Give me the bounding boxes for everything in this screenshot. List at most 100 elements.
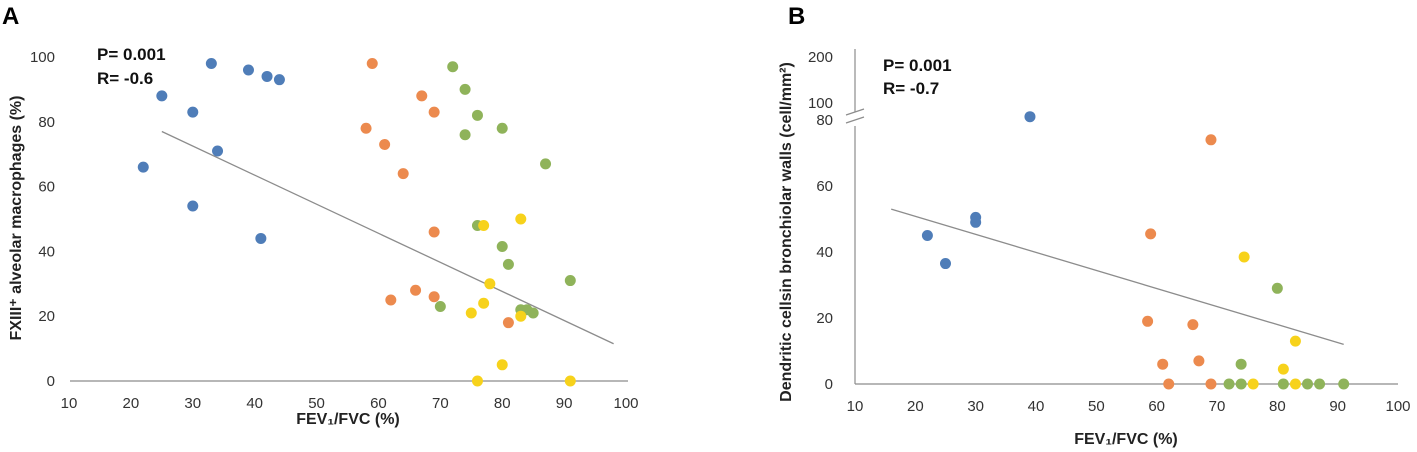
panel-b-trendline (891, 208, 1344, 346)
x-tick-label: 70 (432, 395, 449, 412)
x-tick-label: 100 (1385, 398, 1410, 415)
data-point-orange (360, 122, 372, 134)
panel-a-letter: A (2, 3, 19, 30)
data-point-green (459, 83, 471, 95)
y-tick-label: 0 (47, 373, 55, 390)
data-point-orange (428, 106, 440, 118)
panel-b-axis-break-top (845, 108, 865, 116)
data-point-orange (1205, 378, 1217, 390)
data-point-yellow (471, 375, 483, 387)
panel-b-r-value: R= -0.7 (883, 79, 939, 98)
y-tick-label: 40 (816, 244, 833, 261)
data-point-green (1338, 378, 1350, 390)
x-tick-label: 20 (123, 395, 140, 412)
panel-a-x-label: FEV₁/FVC (%) (296, 411, 400, 428)
data-point-green (1223, 378, 1235, 390)
data-point-yellow (478, 297, 490, 309)
data-point-green (434, 300, 446, 312)
x-tick-label: 80 (494, 395, 511, 412)
data-point-orange (502, 317, 514, 329)
y-tick-label: 100 (30, 49, 55, 66)
data-point-green (471, 109, 483, 121)
panel-b-y-ticks: 0 20 40 60 80 (816, 112, 833, 393)
data-point-orange (1142, 315, 1154, 327)
data-point-yellow (465, 307, 477, 319)
data-point-orange (366, 57, 378, 69)
data-point-green (496, 122, 508, 134)
data-point-blue (205, 57, 217, 69)
x-tick-label: 70 (1209, 398, 1226, 415)
panel-a-y-label: FXIII⁺ alveolar macrophages (%) (8, 96, 25, 341)
panel-b-x-label: FEV₁/FVC (%) (1074, 431, 1178, 448)
x-tick-label: 30 (184, 395, 201, 412)
y-tick-label: 40 (38, 243, 55, 260)
panel-a-points (137, 57, 576, 387)
panel-b-letter: B (788, 3, 805, 30)
x-tick-label: 20 (907, 398, 924, 415)
data-point-blue (940, 258, 951, 270)
data-point-green (1277, 378, 1289, 390)
y-tick-label: 20 (816, 310, 833, 327)
panel-b-axis-break-bottom (845, 116, 865, 124)
data-point-blue (187, 200, 199, 212)
x-tick-label: 50 (308, 395, 325, 412)
panel-b-y-break-tick: 100 (808, 95, 833, 112)
data-point-blue (255, 232, 267, 244)
data-point-orange (385, 294, 397, 306)
panel-a-r-value: R= -0.6 (97, 69, 153, 88)
data-point-orange (428, 226, 440, 238)
data-point-blue (261, 70, 273, 82)
data-point-yellow (1238, 251, 1250, 263)
data-point-blue (970, 216, 982, 228)
panel-a-x-ticks: 10 20 30 40 50 60 70 80 90 100 (61, 395, 639, 412)
x-tick-label: 50 (1088, 398, 1105, 415)
panel-b-x-ticks: 10 20 30 40 50 60 70 80 90 100 (847, 398, 1411, 415)
data-point-blue (156, 90, 168, 102)
panel-b: B FEV₁/FVC (%) Dendritic cellsin bronchi… (778, 3, 1411, 448)
x-tick-label: 90 (1329, 398, 1346, 415)
data-point-blue (137, 161, 149, 173)
data-point-green (564, 275, 576, 287)
x-tick-label: 30 (967, 398, 984, 415)
data-point-orange (428, 291, 440, 303)
data-point-orange (1193, 355, 1205, 367)
data-point-green (1235, 378, 1247, 390)
data-point-yellow (1247, 378, 1259, 390)
data-point-orange (1157, 358, 1169, 370)
data-point-green (496, 241, 508, 253)
data-point-yellow (515, 310, 527, 322)
panel-b-y-break-tick: 200 (808, 49, 833, 66)
data-point-green (540, 158, 552, 170)
data-point-yellow (515, 213, 527, 225)
panel-b-y-label: Dendritic cellsin bronchiolar walls (cel… (778, 62, 795, 402)
y-tick-label: 80 (38, 114, 55, 131)
data-point-yellow (484, 278, 496, 290)
x-tick-label: 10 (61, 395, 78, 412)
data-point-blue (1024, 111, 1036, 123)
data-point-yellow (1277, 363, 1289, 375)
data-point-green (1271, 282, 1283, 294)
x-tick-label: 90 (556, 395, 573, 412)
x-tick-label: 40 (1028, 398, 1045, 415)
data-point-green (502, 258, 514, 270)
data-point-blue (921, 230, 933, 241)
y-tick-label: 0 (825, 376, 833, 393)
data-point-yellow (478, 219, 490, 231)
data-point-orange (416, 90, 428, 102)
data-point-orange (410, 284, 422, 296)
data-point-orange (379, 138, 391, 150)
data-point-yellow (496, 359, 508, 371)
data-point-green (459, 129, 471, 141)
y-tick-label: 60 (816, 178, 833, 195)
data-point-green (527, 307, 539, 319)
data-point-green (1302, 378, 1313, 390)
y-tick-label: 20 (38, 308, 55, 325)
panel-b-p-value: P= 0.001 (883, 56, 952, 75)
panel-a-y-ticks: 0 20 40 60 80 100 (30, 49, 55, 390)
panel-b-points (921, 111, 1350, 390)
x-tick-label: 80 (1269, 398, 1286, 415)
y-tick-label: 60 (38, 179, 55, 196)
data-point-yellow (1289, 378, 1301, 390)
x-tick-label: 60 (370, 395, 387, 412)
data-point-blue (187, 106, 199, 118)
